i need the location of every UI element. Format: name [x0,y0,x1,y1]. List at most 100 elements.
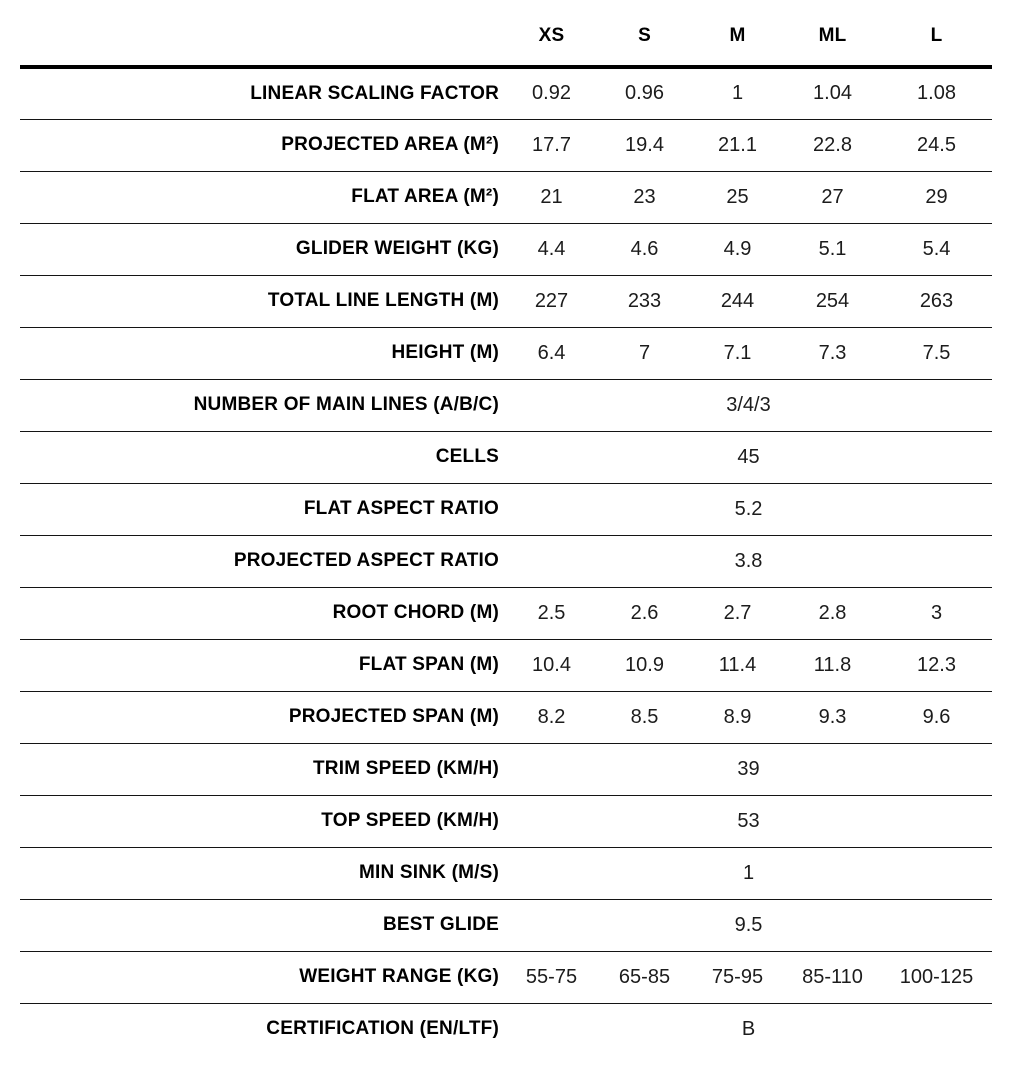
cell-value-merged: 3.8 [505,535,992,588]
cell-value: 12.3 [881,639,992,692]
cell-value: 4.4 [505,223,598,276]
cell-value: 233 [598,275,691,328]
table-row: WEIGHT RANGE (KG) 55-75 65-85 75-95 85-110 10… [20,951,992,1004]
cell-value: 8.9 [691,691,784,744]
cell-value: 55-75 [505,951,598,1004]
cell-value: 2.5 [505,587,598,640]
table-row: FLAT AREA (M²) 21 23 25 27 29 [20,171,992,224]
cell-value: 2.8 [784,587,881,640]
row-label: TOTAL LINE LENGTH (M) [20,275,505,328]
column-header-m: M [691,6,784,69]
row-label: MIN SINK (M/S) [20,847,505,900]
row-label: TOP SPEED (KM/H) [20,795,505,848]
cell-value: 29 [881,171,992,224]
table-row: FLAT SPAN (M) 10.4 10.9 11.4 11.8 12.3 [20,639,992,692]
cell-value: 7 [598,327,691,380]
cell-value: 4.6 [598,223,691,276]
row-label: NUMBER OF MAIN LINES (A/B/C) [20,379,505,432]
cell-value: 9.3 [784,691,881,744]
cell-value: 100-125 [881,951,992,1004]
cell-value: 7.3 [784,327,881,380]
table-row: LINEAR SCALING FACTOR 0.92 0.96 1 1.04 1.08 [20,67,992,120]
cell-value: 27 [784,171,881,224]
cell-value: 65-85 [598,951,691,1004]
row-label: ROOT CHORD (M) [20,587,505,640]
table-row: BEST GLIDE 9.5 [20,899,992,952]
row-label: FLAT AREA (M²) [20,171,505,224]
corner-cell [20,6,505,69]
size-header-row: XS S M ML L [20,6,992,69]
row-label: FLAT SPAN (M) [20,639,505,692]
cell-value: 17.7 [505,119,598,172]
row-label: PROJECTED ASPECT RATIO [20,535,505,588]
row-label: LINEAR SCALING FACTOR [20,67,505,120]
row-label: CERTIFICATION (EN/LTF) [266,1018,499,1040]
cell-value: 5.1 [784,223,881,276]
cell-value-merged: 45 [505,431,992,484]
cell-value: 8.2 [505,691,598,744]
cell-value: 1 [691,67,784,120]
cell-value-merged: 3/4/3 [505,379,992,432]
cell-value: 24.5 [881,119,992,172]
table-row: MIN SINK (M/S) 1 [20,847,992,900]
cell-value: 1.08 [881,67,992,120]
column-header-xs: XS [505,6,598,69]
table-row: CERTIFICATION (EN/LTF) B [20,1003,992,1055]
cell-value: 3 [881,587,992,640]
cell-value-merged: 39 [505,743,992,796]
cell-value: 6.4 [505,327,598,380]
cell-value: 0.96 [598,67,691,120]
row-label: CELLS [20,431,505,484]
cell-value: 11.8 [784,639,881,692]
table-row: ROOT CHORD (M) 2.5 2.6 2.7 2.8 3 [20,587,992,640]
table-row: TRIM SPEED (KM/H) 39 [20,743,992,796]
row-label: PROJECTED AREA (M²) [20,119,505,172]
cell-value-merged: 53 [505,795,992,848]
cell-value: 75-95 [691,951,784,1004]
cell-value: 9.6 [881,691,992,744]
spec-table-body: LINEAR SCALING FACTOR 0.92 0.96 1 1.04 1.08 PR… [20,67,992,1055]
table-row: PROJECTED SPAN (M) 8.2 8.5 8.9 9.3 9.6 [20,691,992,744]
cell-value-merged: 1 [505,847,992,900]
cell-value: 10.4 [505,639,598,692]
cell-value: 4.9 [691,223,784,276]
cell-value: 8.5 [598,691,691,744]
cell-value: 244 [691,275,784,328]
cell-value: 23 [598,171,691,224]
column-header-l: L [881,6,992,69]
table-row: PROJECTED ASPECT RATIO 3.8 [20,535,992,588]
cell-value: 7.5 [881,327,992,380]
cell-value: 25 [691,171,784,224]
cell-value: 19.4 [598,119,691,172]
table-row: TOTAL LINE LENGTH (M) 227 233 244 254 263 [20,275,992,328]
cell-value: 22.8 [784,119,881,172]
cell-value: 5.4 [881,223,992,276]
column-header-s: S [598,6,691,69]
row-label: PROJECTED SPAN (M) [20,691,505,744]
cell-value: 21 [505,171,598,224]
cell-value: 0.92 [505,67,598,120]
table-row: PROJECTED AREA (M²) 17.7 19.4 21.1 22.8 24.5 [20,119,992,172]
cell-value-merged: B [741,1017,756,1040]
cell-value: 21.1 [691,119,784,172]
table-row: TOP SPEED (KM/H) 53 [20,795,992,848]
table-row: GLIDER WEIGHT (KG) 4.4 4.6 4.9 5.1 5.4 [20,223,992,276]
row-label: GLIDER WEIGHT (KG) [20,223,505,276]
row-label: FLAT ASPECT RATIO [20,483,505,536]
table-row: HEIGHT (M) 6.4 7 7.1 7.3 7.5 [20,327,992,380]
table-row: CELLS 45 [20,431,992,484]
cell-value: 11.4 [691,639,784,692]
cell-value: 7.1 [691,327,784,380]
row-label: BEST GLIDE [20,899,505,952]
cell-value: 227 [505,275,598,328]
cell-value: 1.04 [784,67,881,120]
cell-value: 85-110 [784,951,881,1004]
table-row: FLAT ASPECT RATIO 5.2 [20,483,992,536]
row-label: TRIM SPEED (KM/H) [20,743,505,796]
column-header-ml: ML [784,6,881,69]
cell-value: 263 [881,275,992,328]
row-label: HEIGHT (M) [20,327,505,380]
table-row: NUMBER OF MAIN LINES (A/B/C) 3/4/3 [20,379,992,432]
cell-value: 254 [784,275,881,328]
cell-value: 2.7 [691,587,784,640]
